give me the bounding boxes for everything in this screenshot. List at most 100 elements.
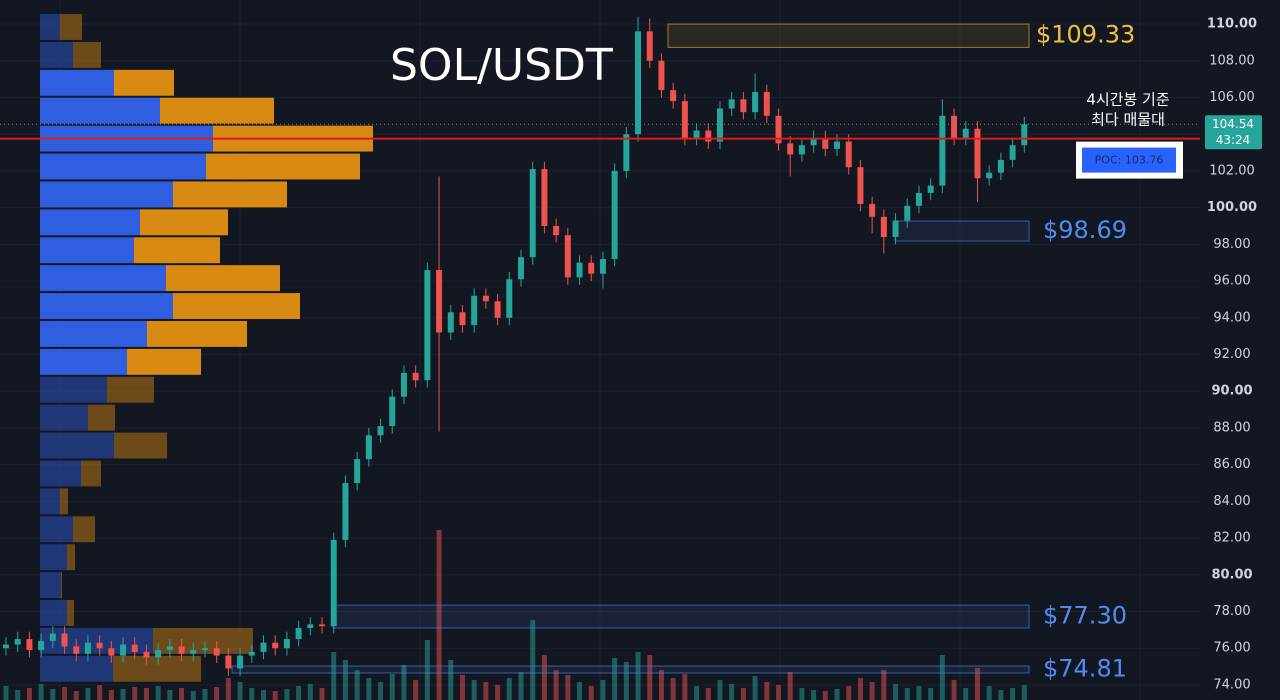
volume-bar [518,672,524,700]
candle-body [237,655,244,669]
volume-bar [1010,688,1016,700]
volume-bar [916,686,922,700]
volume-bar [296,686,302,700]
volume-bar [108,690,114,700]
volume-bar [658,670,664,700]
y-tick-label: 74.00 [1213,677,1250,692]
volume-bar [939,655,945,700]
profile-buy [40,14,60,40]
zone-label: $77.30 [1043,602,1127,630]
profile-sell [140,209,228,236]
volume-bar [261,690,266,700]
zone-box [332,604,1030,629]
volume-bar [893,684,899,700]
volume-bar [717,680,723,700]
profile-sell [107,376,154,403]
volume-bar [272,691,278,700]
candle-body [96,642,103,649]
volume-bar [963,688,969,700]
volume-bar [553,670,559,700]
volume-bar [120,689,126,700]
candle-body [1009,145,1016,160]
volume-bar [846,686,852,700]
candle-body [845,141,852,168]
candle-body [319,624,326,627]
profile-sell [60,488,68,515]
profile-buy [40,320,147,347]
poc-box [1082,147,1176,173]
candle-body [201,648,208,651]
profile-buy [40,544,67,571]
candle-body [822,137,829,149]
profile-sell [114,432,167,459]
volume-bar [869,682,875,700]
volume-bar [530,620,536,700]
y-tick-label: 100.00 [1207,200,1257,215]
profile-sell [114,69,174,96]
candle-body [892,220,899,238]
candle-body [389,396,396,427]
y-tick-label: 78.00 [1213,604,1250,619]
price-tag [1205,115,1262,150]
y-tick-label: 84.00 [1213,494,1250,509]
y-tick-label: 110.00 [1207,17,1257,32]
volume-bar [448,660,454,700]
profile-buy [40,153,206,180]
candle-body [494,301,501,318]
candle-body [646,31,653,61]
volume-bar [424,640,430,700]
profile-buy [40,432,114,459]
volume-bar [26,688,32,700]
volume-bar [483,682,489,700]
profile-buy [40,488,60,515]
candle-body [307,624,314,629]
candle-body [482,295,489,302]
profile-buy [40,516,73,543]
volume-bar [998,690,1004,700]
candle-body [354,459,361,484]
profile-sell [173,293,300,319]
profile-sell [113,655,201,682]
candle-body [424,270,431,381]
candle-body [447,312,454,333]
zone-box [231,665,1030,674]
y-tick-label: 106.00 [1209,90,1255,105]
candle-body [38,640,45,651]
candle-body [962,128,969,138]
candle-body [880,216,887,238]
candle-body [166,646,173,651]
volume-bar [881,670,887,700]
candle-body [120,644,127,656]
volume-bar [15,690,21,700]
profile-sell [67,600,74,626]
volume-bar [225,678,231,700]
candle-body [506,279,513,318]
volume-bar [38,684,44,700]
profile-sell [166,265,280,292]
y-tick-label: 90.00 [1211,384,1252,399]
profile-sell [134,237,220,264]
volume-bar [97,685,103,700]
volume-bar [635,652,641,700]
candle-body [904,205,911,221]
candle-body [73,646,80,654]
y-tick-label: 98.00 [1213,237,1250,252]
y-tick-label: 92.00 [1213,347,1250,362]
volume-bar [974,668,980,700]
candle-body [541,169,548,226]
volume-bar [214,687,220,700]
candle-body [412,372,419,381]
profile-sell [60,14,82,40]
candle-body [342,483,349,540]
volume-bar [729,684,735,700]
profile-buy [40,265,166,292]
candle-body [260,642,267,652]
candle-body [49,633,56,641]
candle-body [974,128,981,179]
volume-bar [764,682,770,700]
profile-sell [73,516,95,543]
candle-body [599,259,606,274]
volume-bar [3,686,9,700]
volume-bar [459,675,465,700]
volume-bar [670,678,676,700]
